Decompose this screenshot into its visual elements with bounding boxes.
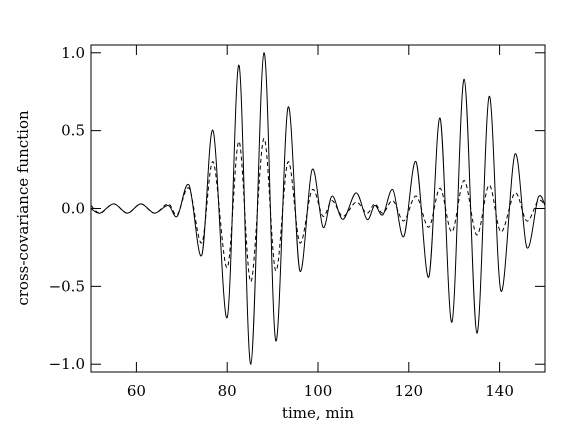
series-line (90, 137, 546, 283)
y-tick-label: −0.5 (49, 277, 85, 295)
x-tick-label: 140 (485, 382, 514, 400)
y-tick-label: 1.0 (61, 44, 85, 62)
x-tick-label: 120 (394, 382, 423, 400)
series-line (90, 52, 546, 365)
x-tick-label: 100 (304, 382, 333, 400)
x-tick-label: 80 (218, 382, 237, 400)
y-axis-label: cross-covariance function (14, 110, 32, 306)
y-tick-label: 0.5 (61, 122, 85, 140)
x-tick-label: 60 (127, 382, 146, 400)
x-axis-label: time, min (282, 404, 354, 422)
y-tick-label: −1.0 (49, 355, 85, 373)
y-tick-label: 0.0 (61, 200, 85, 218)
plot-frame (90, 44, 546, 373)
